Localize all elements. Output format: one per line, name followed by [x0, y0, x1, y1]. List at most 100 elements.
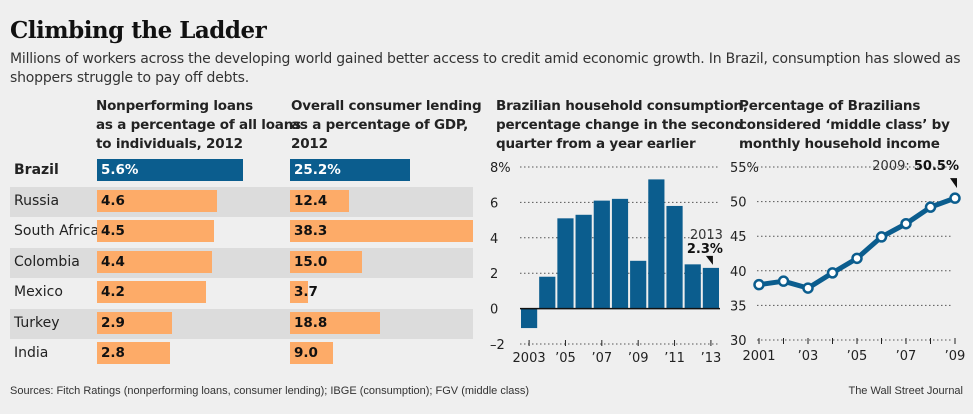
consumption-chart-title: Brazilian household consumption, percent…: [496, 98, 748, 152]
npl-value-label: 4.6: [101, 192, 125, 209]
npl-chart-title: Nonperforming loans as a percentage of a…: [96, 98, 301, 152]
npl-bar: 2.8: [97, 342, 170, 364]
consumption-bar: [666, 205, 683, 309]
consumption-bar: [593, 200, 610, 309]
npl-value-label: 2.9: [101, 314, 125, 331]
npl-value-label: 4.5: [101, 223, 125, 239]
table-row: South Africa 4.5 38.3: [10, 217, 473, 247]
x-tick-label: ’13: [701, 351, 722, 366]
y-tick-label: 35: [730, 299, 747, 314]
middle-class-line: [758, 195, 956, 291]
lending-bar: 18.8: [290, 311, 380, 334]
lending-value-label: 25.2%: [294, 162, 341, 178]
country-label: South Africa: [14, 223, 100, 239]
npl-bar: 4.6: [97, 189, 217, 212]
country-label: India: [14, 345, 49, 361]
annotation-value: 50.5%: [914, 159, 959, 174]
lending-value-label: 15.0: [294, 253, 328, 270]
table-row: Russia 4.6 12.4: [10, 186, 473, 217]
data-point: [875, 231, 888, 243]
country-label: Colombia: [14, 253, 80, 270]
data-point: [851, 252, 863, 265]
consumption-bar: [648, 179, 665, 309]
consumption-bar: [702, 267, 719, 309]
lending-value-label: 18.8: [294, 314, 328, 331]
lending-bar: 15.0: [290, 250, 362, 273]
x-tick-label: ’05: [555, 351, 576, 366]
x-tick-label: ’09: [945, 349, 966, 364]
x-tick-label: ’07: [591, 351, 612, 366]
x-tick-label: ’11: [664, 351, 685, 366]
chart-subtitle: Millions of workers across the developin…: [10, 51, 961, 86]
data-point: [777, 275, 790, 287]
data-point: [802, 282, 814, 294]
annotation: 2009: 50.5%: [872, 159, 959, 174]
y-tick-label: 55%: [730, 161, 759, 176]
y-tick-label: 50: [730, 196, 747, 211]
npl-bar: 4.4: [97, 250, 212, 273]
table-row: Colombia 4.4 15.0: [10, 247, 473, 278]
table-row: India 2.8 9.0: [10, 339, 473, 369]
npl-bar: 4.5: [97, 220, 215, 242]
npl-value-label: 5.6%: [101, 162, 139, 178]
data-point: [753, 278, 765, 291]
table-row: Brazil 5.6% 25.2%: [10, 156, 473, 186]
npl-value-label: 4.4: [101, 253, 125, 270]
lending-chart-title: Overall consumer lending as a percentage…: [291, 98, 482, 152]
x-tick-label: ’07: [896, 349, 917, 364]
lending-bar: 12.4: [290, 189, 350, 212]
table-row: Mexico 4.2 3.7: [10, 278, 473, 308]
y-tick-label: 6: [490, 196, 498, 211]
country-label: Mexico: [14, 284, 63, 300]
npl-bar: 4.2: [97, 281, 207, 303]
npl-bar: 2.9: [97, 311, 173, 334]
data-point: [949, 192, 961, 204]
country-label: Brazil: [14, 162, 59, 178]
data-point: [900, 217, 912, 230]
x-tick-label: ’09: [628, 351, 649, 366]
lending-value-label: 12.4: [294, 192, 328, 209]
lending-value-label: 38.3: [294, 223, 328, 239]
consumption-bar: [611, 198, 629, 309]
annotation-value: 2.3%: [687, 242, 723, 257]
consumption-bar: [630, 260, 647, 309]
lending-value-label: 9.0: [294, 345, 318, 361]
annotation-pointer-icon: [950, 178, 957, 189]
x-tick-label: 2003: [513, 351, 546, 366]
country-label: Russia: [14, 192, 60, 209]
y-tick-label: 40: [730, 265, 747, 280]
npl-value-label: 4.2: [101, 284, 125, 300]
y-tick-label: 8%: [490, 161, 511, 176]
sources-note: Sources: Fitch Ratings (nonperforming lo…: [10, 385, 530, 397]
annotation-year: 2009:: [872, 159, 914, 174]
annotation-year: 2013: [690, 228, 723, 243]
y-tick-label: 45: [730, 230, 747, 245]
consumption-bar: [684, 264, 701, 309]
table-row: Turkey 2.9 18.8: [10, 308, 473, 339]
lending-bar: 9.0: [290, 342, 333, 364]
data-point: [924, 201, 937, 213]
y-tick-label: –2: [490, 338, 505, 353]
npl-value-label: 2.8: [101, 345, 125, 361]
y-tick-label: 0: [490, 303, 498, 318]
x-tick-label: ’05: [847, 349, 868, 364]
y-tick-label: 30: [730, 334, 747, 349]
annotation-pointer-icon: [705, 255, 713, 265]
publisher-credit: The Wall Street Journal: [848, 385, 963, 397]
lending-bar: 25.2%: [290, 159, 411, 181]
consumption-bar: [557, 218, 574, 309]
lending-value-label: 3.7: [294, 284, 318, 300]
y-tick-label: 4: [490, 232, 498, 247]
middle-class-chart-title: Percentage of Brazilians considered ‘mid…: [739, 98, 950, 152]
npl-bar: 5.6%: [97, 159, 243, 181]
consumption-bar: [539, 276, 556, 309]
x-tick-label: 2001: [742, 349, 775, 364]
y-tick-label: 2: [490, 267, 498, 282]
data-point: [826, 267, 839, 279]
country-label: Turkey: [14, 314, 60, 331]
consumption-bar: [575, 214, 592, 309]
lending-bar: 38.3: [290, 220, 473, 242]
x-tick-label: ’03: [798, 349, 819, 364]
